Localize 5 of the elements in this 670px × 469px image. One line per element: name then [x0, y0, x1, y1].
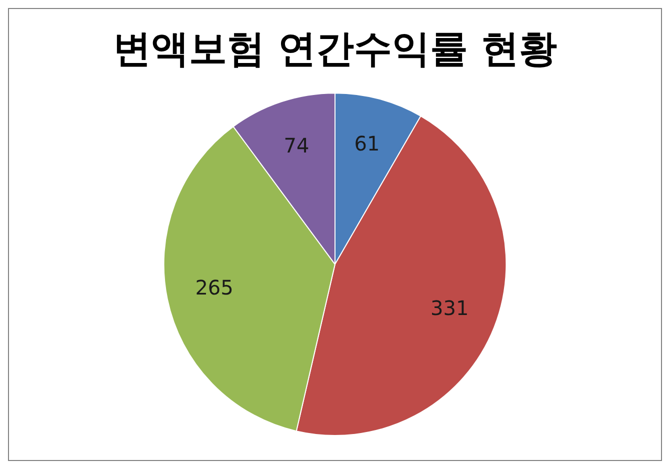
chart-title: 변액보험 연간수익률 현황 [112, 26, 558, 71]
data-label: 74 [284, 133, 310, 158]
data-label: 61 [354, 131, 380, 156]
data-label: 265 [195, 275, 234, 300]
data-label: 331 [430, 296, 469, 320]
